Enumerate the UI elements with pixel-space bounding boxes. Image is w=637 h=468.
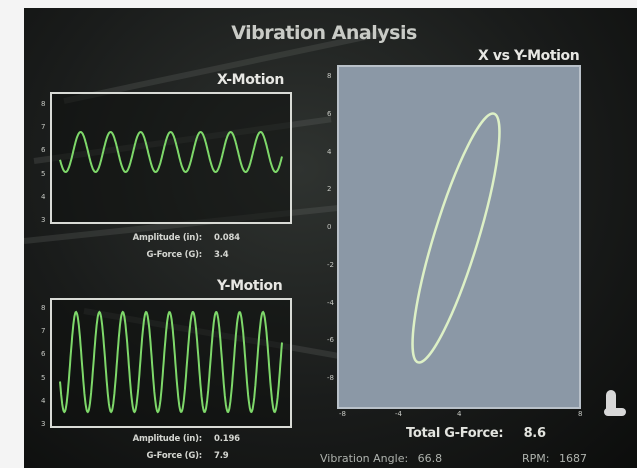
xy-motion-y-tick-label: 0: [327, 223, 332, 231]
xy-motion-title: X vs Y-Motion: [478, 48, 580, 64]
x-motion-y-tick-label: 5: [41, 169, 46, 178]
x-motion-plot: [50, 92, 292, 224]
x-motion-y-tick-label: 3: [41, 216, 46, 224]
x-motion-y-tick-label: 4: [41, 192, 46, 201]
y-motion-title: Y-Motion: [217, 278, 283, 294]
xy-motion-y-tick-label: -6: [327, 336, 334, 345]
xy-motion-y-tick-label: 8: [327, 72, 332, 80]
vibration-angle-label: Vibration Angle:: [320, 452, 409, 465]
y-motion-y-tick-label: 7: [41, 327, 46, 336]
y-motion-y-tick-label: 3: [41, 420, 46, 428]
xy-motion-y-tick-label: 4: [327, 147, 332, 156]
xy-orbit-trace: [411, 112, 501, 364]
x-gforce-value: 3.4: [214, 250, 229, 260]
xy-motion-y-tick-label: -8: [327, 374, 334, 382]
x-gforce-readout: G-Force (G): 3.4: [104, 250, 228, 260]
device-logo: [606, 390, 616, 416]
rpm-label: RPM:: [522, 452, 550, 465]
y-motion-y-tick-label: 8: [41, 304, 46, 312]
monitor-screen: Vibration Analysis X-Motion 8 7 6 5 4 3 Ampli…: [24, 8, 637, 468]
y-motion-plot: [50, 298, 292, 428]
rpm-readout: RPM: 1687: [522, 452, 587, 465]
x-motion-y-tick-label: 8: [41, 100, 46, 108]
vibration-angle-readout: Vibration Angle: 66.8: [320, 452, 442, 465]
x-motion-y-tick-label: 7: [41, 123, 46, 132]
y-amplitude-value: 0.196: [214, 434, 240, 444]
xy-motion-x-tick-label: -4: [395, 410, 402, 418]
y-amplitude-readout: Amplitude (in): 0.196: [104, 434, 240, 444]
x-motion-title: X-Motion: [217, 72, 284, 88]
xy-motion-x-tick-label: -8: [339, 410, 346, 418]
xy-motion-y-tick-label: 6: [327, 109, 332, 118]
y-motion-y-tick-label: 4: [41, 396, 46, 405]
total-gforce-label: Total G-Force:: [406, 426, 504, 441]
x-amplitude-value: 0.084: [214, 233, 240, 243]
y-gforce-value: 7.9: [214, 451, 229, 461]
y-motion-y-tick-label: 5: [41, 373, 46, 382]
x-motion-y-tick-label: 6: [41, 146, 46, 155]
y-amplitude-label: Amplitude (in):: [132, 434, 203, 444]
y-motion-chart: [59, 310, 283, 414]
vibration-angle-value: 66.8: [417, 452, 443, 465]
y-motion-y-tick-label: 6: [41, 350, 46, 359]
x-motion-waveform: [59, 130, 283, 174]
xy-motion-x-tick-label: 8: [578, 410, 583, 418]
rpm-value: 1687: [558, 452, 587, 465]
xy-motion-x-tick-label: 4: [457, 410, 462, 418]
total-gforce-value: 8.6: [523, 426, 546, 441]
y-motion-waveform: [59, 310, 283, 414]
total-gforce-readout: Total G-Force: 8.6: [406, 426, 546, 441]
device-logo-base: [604, 408, 626, 416]
x-amplitude-readout: Amplitude (in): 0.084: [104, 233, 240, 243]
y-gforce-label: G-Force (G):: [146, 451, 202, 461]
x-motion-chart: [59, 130, 283, 174]
app-title: Vibration Analysis: [231, 22, 417, 44]
y-gforce-readout: G-Force (G): 7.9: [104, 451, 228, 461]
xy-motion-plot: [337, 65, 581, 409]
xy-motion-y-tick-label: -4: [327, 298, 334, 307]
x-gforce-label: G-Force (G):: [146, 250, 202, 260]
xy-motion-y-tick-label: -2: [327, 260, 334, 269]
xy-motion-chart: [411, 112, 501, 364]
xy-motion-y-tick-label: 2: [327, 185, 332, 194]
x-amplitude-label: Amplitude (in):: [132, 233, 203, 243]
